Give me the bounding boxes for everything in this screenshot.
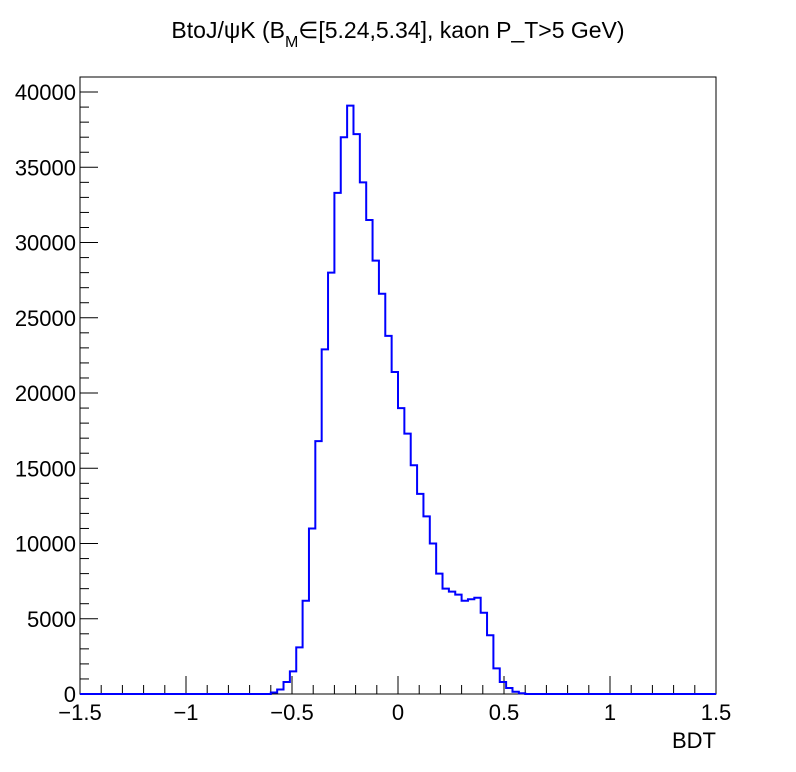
- y-tick-label: 0: [64, 682, 76, 707]
- chart-title-subscript: M: [285, 34, 298, 51]
- y-axis-ticks: [80, 76, 98, 695]
- chart-title-main: BtoJ/ψK (B: [171, 17, 285, 43]
- y-tick-label: 20000: [15, 381, 76, 406]
- x-axis-tick-labels: −1.5 −1 −0.5 0 0.5 1 1.5: [58, 700, 731, 725]
- y-tick-label: 30000: [15, 231, 76, 256]
- y-tick-label: 40000: [15, 80, 76, 105]
- x-axis-label: BDT: [672, 728, 716, 753]
- y-tick-label: 25000: [15, 306, 76, 331]
- chart-title: BtoJ/ψK (BM∈[5.24,5.34], kaon P_T>5 GeV): [171, 17, 624, 51]
- chart-title-rest: ∈[5.24,5.34], kaon P_T>5 GeV): [298, 17, 624, 43]
- y-tick-label: 5000: [27, 607, 76, 632]
- y-tick-label: 15000: [15, 456, 76, 481]
- y-tick-label: 35000: [15, 155, 76, 180]
- x-tick-label: −0.5: [270, 700, 313, 725]
- x-tick-label: −1.5: [58, 700, 101, 725]
- y-tick-label: 10000: [15, 532, 76, 557]
- x-tick-label: 0: [392, 700, 404, 725]
- y-axis-tick-labels: 0 5000 10000 15000 20000 25000 30000 35000 40000: [15, 80, 76, 707]
- x-tick-label: −1: [173, 700, 198, 725]
- x-tick-label: 1: [604, 700, 616, 725]
- histogram-series-line: [80, 104, 716, 695]
- x-axis-ticks: [79, 676, 717, 694]
- x-tick-label: 0.5: [489, 700, 520, 725]
- x-tick-label: 1.5: [701, 700, 732, 725]
